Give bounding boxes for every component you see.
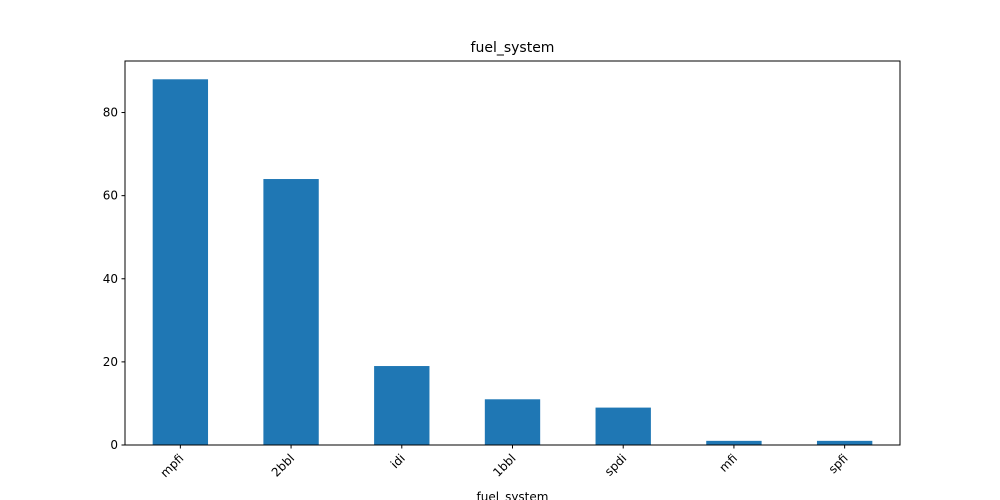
bar-spdi xyxy=(595,407,651,445)
x-axis-label: fuel_system xyxy=(477,490,549,500)
plot-area-frame xyxy=(124,60,901,446)
bar-spfi xyxy=(816,440,873,445)
y-tick-label: 20 xyxy=(103,355,118,369)
bar-mpfi xyxy=(152,79,209,446)
y-tick-label: 0 xyxy=(110,438,118,452)
bar-idi xyxy=(374,366,430,445)
y-tick-label: 80 xyxy=(103,106,118,120)
bar-1bbl xyxy=(484,399,541,445)
bars-layer xyxy=(152,79,873,446)
y-axis: 0 20 40 60 80 xyxy=(103,106,125,452)
bar-2bbl xyxy=(263,179,319,445)
y-tick-label: 60 xyxy=(103,189,118,203)
chart-title: fuel_system xyxy=(471,40,555,56)
bar-mfi xyxy=(706,440,762,445)
y-tick-label: 40 xyxy=(103,272,118,286)
